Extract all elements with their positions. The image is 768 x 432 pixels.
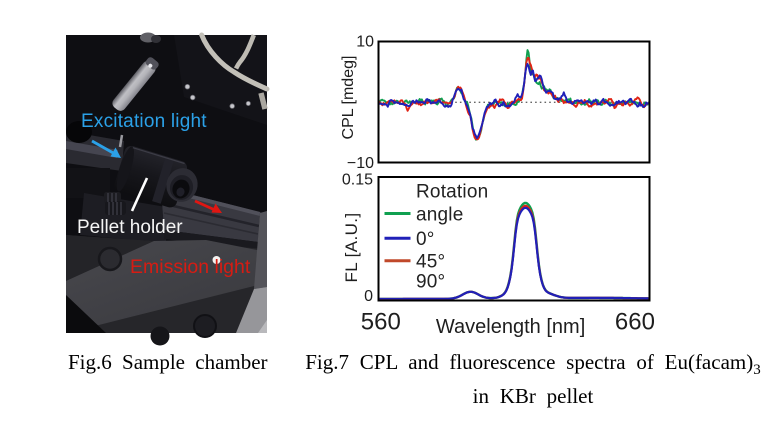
svg-text:−10: −10 — [347, 155, 374, 172]
svg-text:560: 560 — [361, 309, 401, 336]
svg-text:660: 660 — [615, 309, 655, 336]
svg-text:Emission light: Emission light — [130, 256, 251, 278]
svg-text:45°: 45° — [416, 252, 445, 273]
svg-text:angle: angle — [416, 205, 464, 226]
svg-text:Excitation light: Excitation light — [81, 111, 207, 132]
svg-text:0°: 0° — [416, 229, 435, 250]
svg-text:0: 0 — [364, 288, 373, 305]
svg-text:Rotation: Rotation — [416, 181, 488, 202]
svg-text:0.15: 0.15 — [342, 172, 373, 189]
svg-text:CPL [mdeg]: CPL [mdeg] — [340, 56, 357, 140]
svg-text:10: 10 — [356, 34, 374, 51]
svg-text:Pellet holder: Pellet holder — [77, 217, 183, 238]
svg-text:FL [A.U.]: FL [A.U.] — [342, 212, 361, 282]
svg-text:90°: 90° — [416, 271, 445, 292]
svg-text:Wavelength [nm]: Wavelength [nm] — [436, 316, 585, 338]
